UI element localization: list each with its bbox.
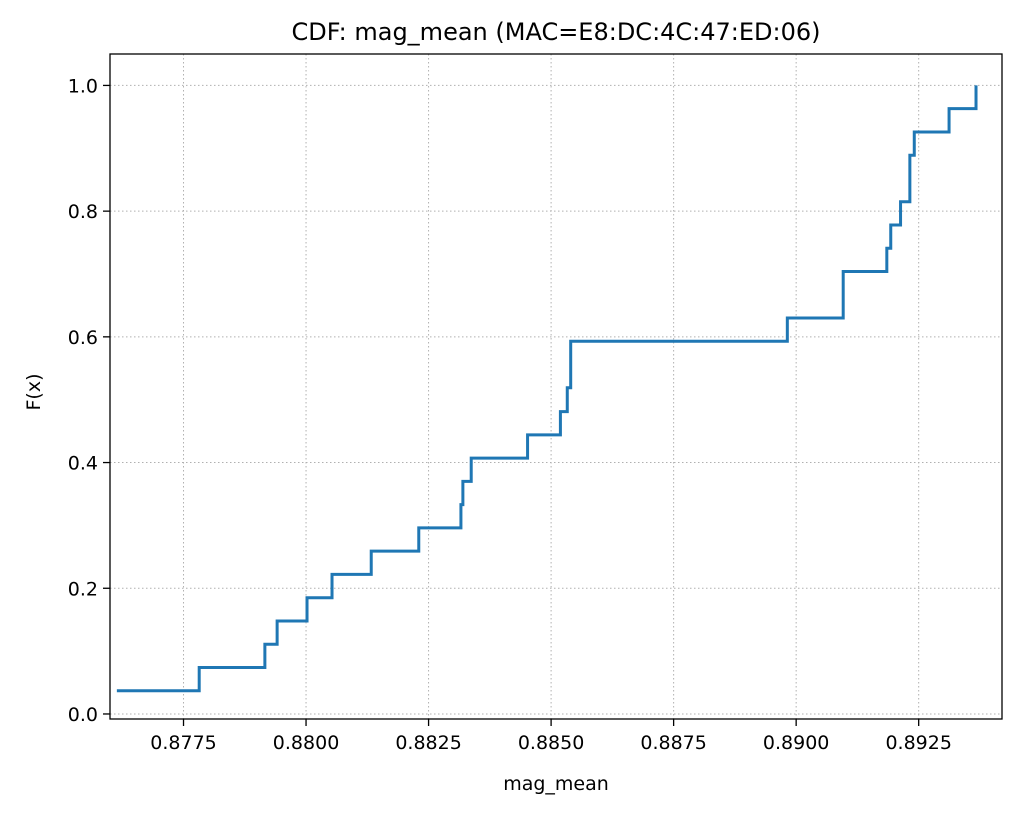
x-tick-label: 0.8850 bbox=[518, 732, 584, 754]
plot-frame bbox=[109, 53, 1003, 720]
x-axis: 0.8775 0.8800 0.8825 0.8850 0.8875 0.8900 0.89… bbox=[150, 719, 952, 754]
y-tick-label: 0.4 bbox=[68, 453, 98, 475]
series-layer bbox=[116, 85, 978, 693]
x-tick-label: 0.8925 bbox=[885, 732, 951, 754]
x-axis-label: mag_mean bbox=[503, 773, 609, 795]
y-tick-label: 1.0 bbox=[68, 75, 98, 97]
x-tick-label: 0.8800 bbox=[273, 732, 339, 754]
x-tick-label: 0.8900 bbox=[763, 732, 829, 754]
x-tick-label: 0.8775 bbox=[150, 732, 216, 754]
chart-title: CDF: mag_mean (MAC=E8:DC:4C:47:ED:06) bbox=[291, 18, 820, 46]
y-tick-label: 0.6 bbox=[68, 327, 98, 349]
y-tick-label: 0.8 bbox=[68, 201, 98, 223]
grid-layer bbox=[110, 54, 1002, 719]
x-tick-label: 0.8825 bbox=[395, 732, 461, 754]
x-tick-label: 0.8875 bbox=[640, 732, 706, 754]
cdf-step-line bbox=[116, 85, 978, 693]
y-axis: 0.0 0.2 0.4 0.6 0.8 1.0 bbox=[68, 75, 110, 726]
y-axis-label: F(x) bbox=[23, 374, 45, 411]
y-tick-label: 0.0 bbox=[68, 704, 98, 726]
y-tick-label: 0.2 bbox=[68, 578, 98, 600]
